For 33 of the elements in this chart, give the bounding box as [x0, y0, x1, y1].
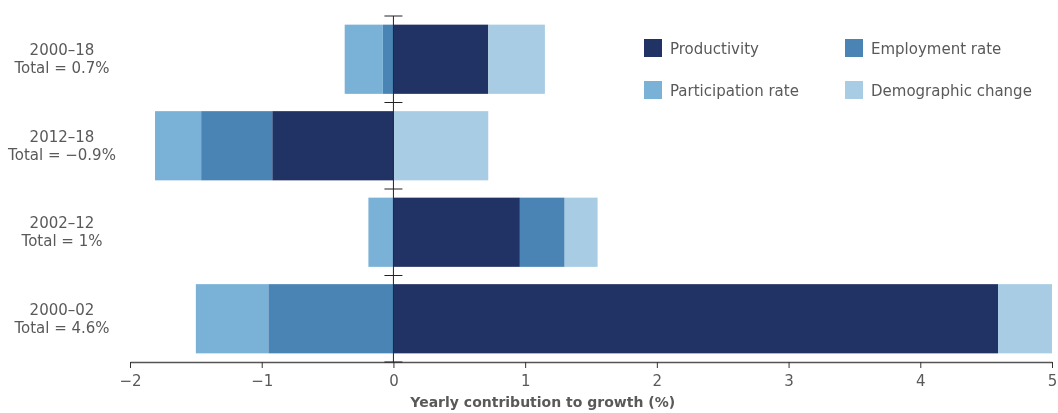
- bar: [272, 111, 394, 181]
- x-tick-label: −1: [251, 372, 274, 390]
- x-tick-label: 4: [916, 372, 926, 390]
- x-tick-label: 3: [784, 372, 794, 390]
- y-tick-label: 2000–18 Total = 0.7%: [13, 41, 110, 78]
- y-tick-label: 2000–02 Total = 4.6%: [13, 300, 110, 337]
- bar: [268, 284, 394, 354]
- bar: [393, 24, 489, 94]
- bar: [998, 284, 1052, 354]
- bar: [519, 197, 565, 267]
- y-tick-label: 2012–18 Total = −0.9%: [7, 127, 116, 164]
- x-tick-label: 0: [389, 372, 399, 390]
- x-tick-label: 1: [520, 372, 531, 390]
- bar: [393, 197, 520, 267]
- legend-label: Demographic change: [871, 82, 1032, 100]
- legend-label: Employment rate: [871, 40, 1002, 58]
- legend-label: Productivity: [670, 40, 760, 58]
- legend-label: Participation rate: [670, 82, 799, 100]
- bar: [488, 24, 545, 94]
- bar: [393, 111, 489, 181]
- bar: [344, 24, 383, 94]
- bar: [368, 197, 394, 267]
- y-tick-label: 2002–12 Total = 1%: [20, 214, 103, 251]
- bar: [382, 24, 394, 94]
- x-tick-label: −2: [119, 372, 142, 390]
- bar: [155, 111, 202, 181]
- x-tick-label: 2: [652, 372, 663, 390]
- x-axis-title: Yearly contribution to growth (%): [409, 394, 676, 410]
- bar: [201, 111, 273, 181]
- bar: [393, 284, 998, 354]
- bar: [564, 197, 598, 267]
- x-tick-label: 5: [1047, 372, 1058, 390]
- bar: [195, 284, 269, 354]
